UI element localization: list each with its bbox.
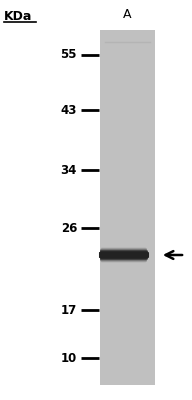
Text: 55: 55 xyxy=(60,48,77,62)
Text: A: A xyxy=(123,8,131,21)
Text: 43: 43 xyxy=(61,104,77,116)
Text: 34: 34 xyxy=(61,164,77,176)
Text: 26: 26 xyxy=(61,222,77,234)
Text: 10: 10 xyxy=(61,352,77,364)
Text: 17: 17 xyxy=(61,304,77,316)
Bar xyxy=(100,30,155,385)
Text: KDa: KDa xyxy=(4,10,32,23)
